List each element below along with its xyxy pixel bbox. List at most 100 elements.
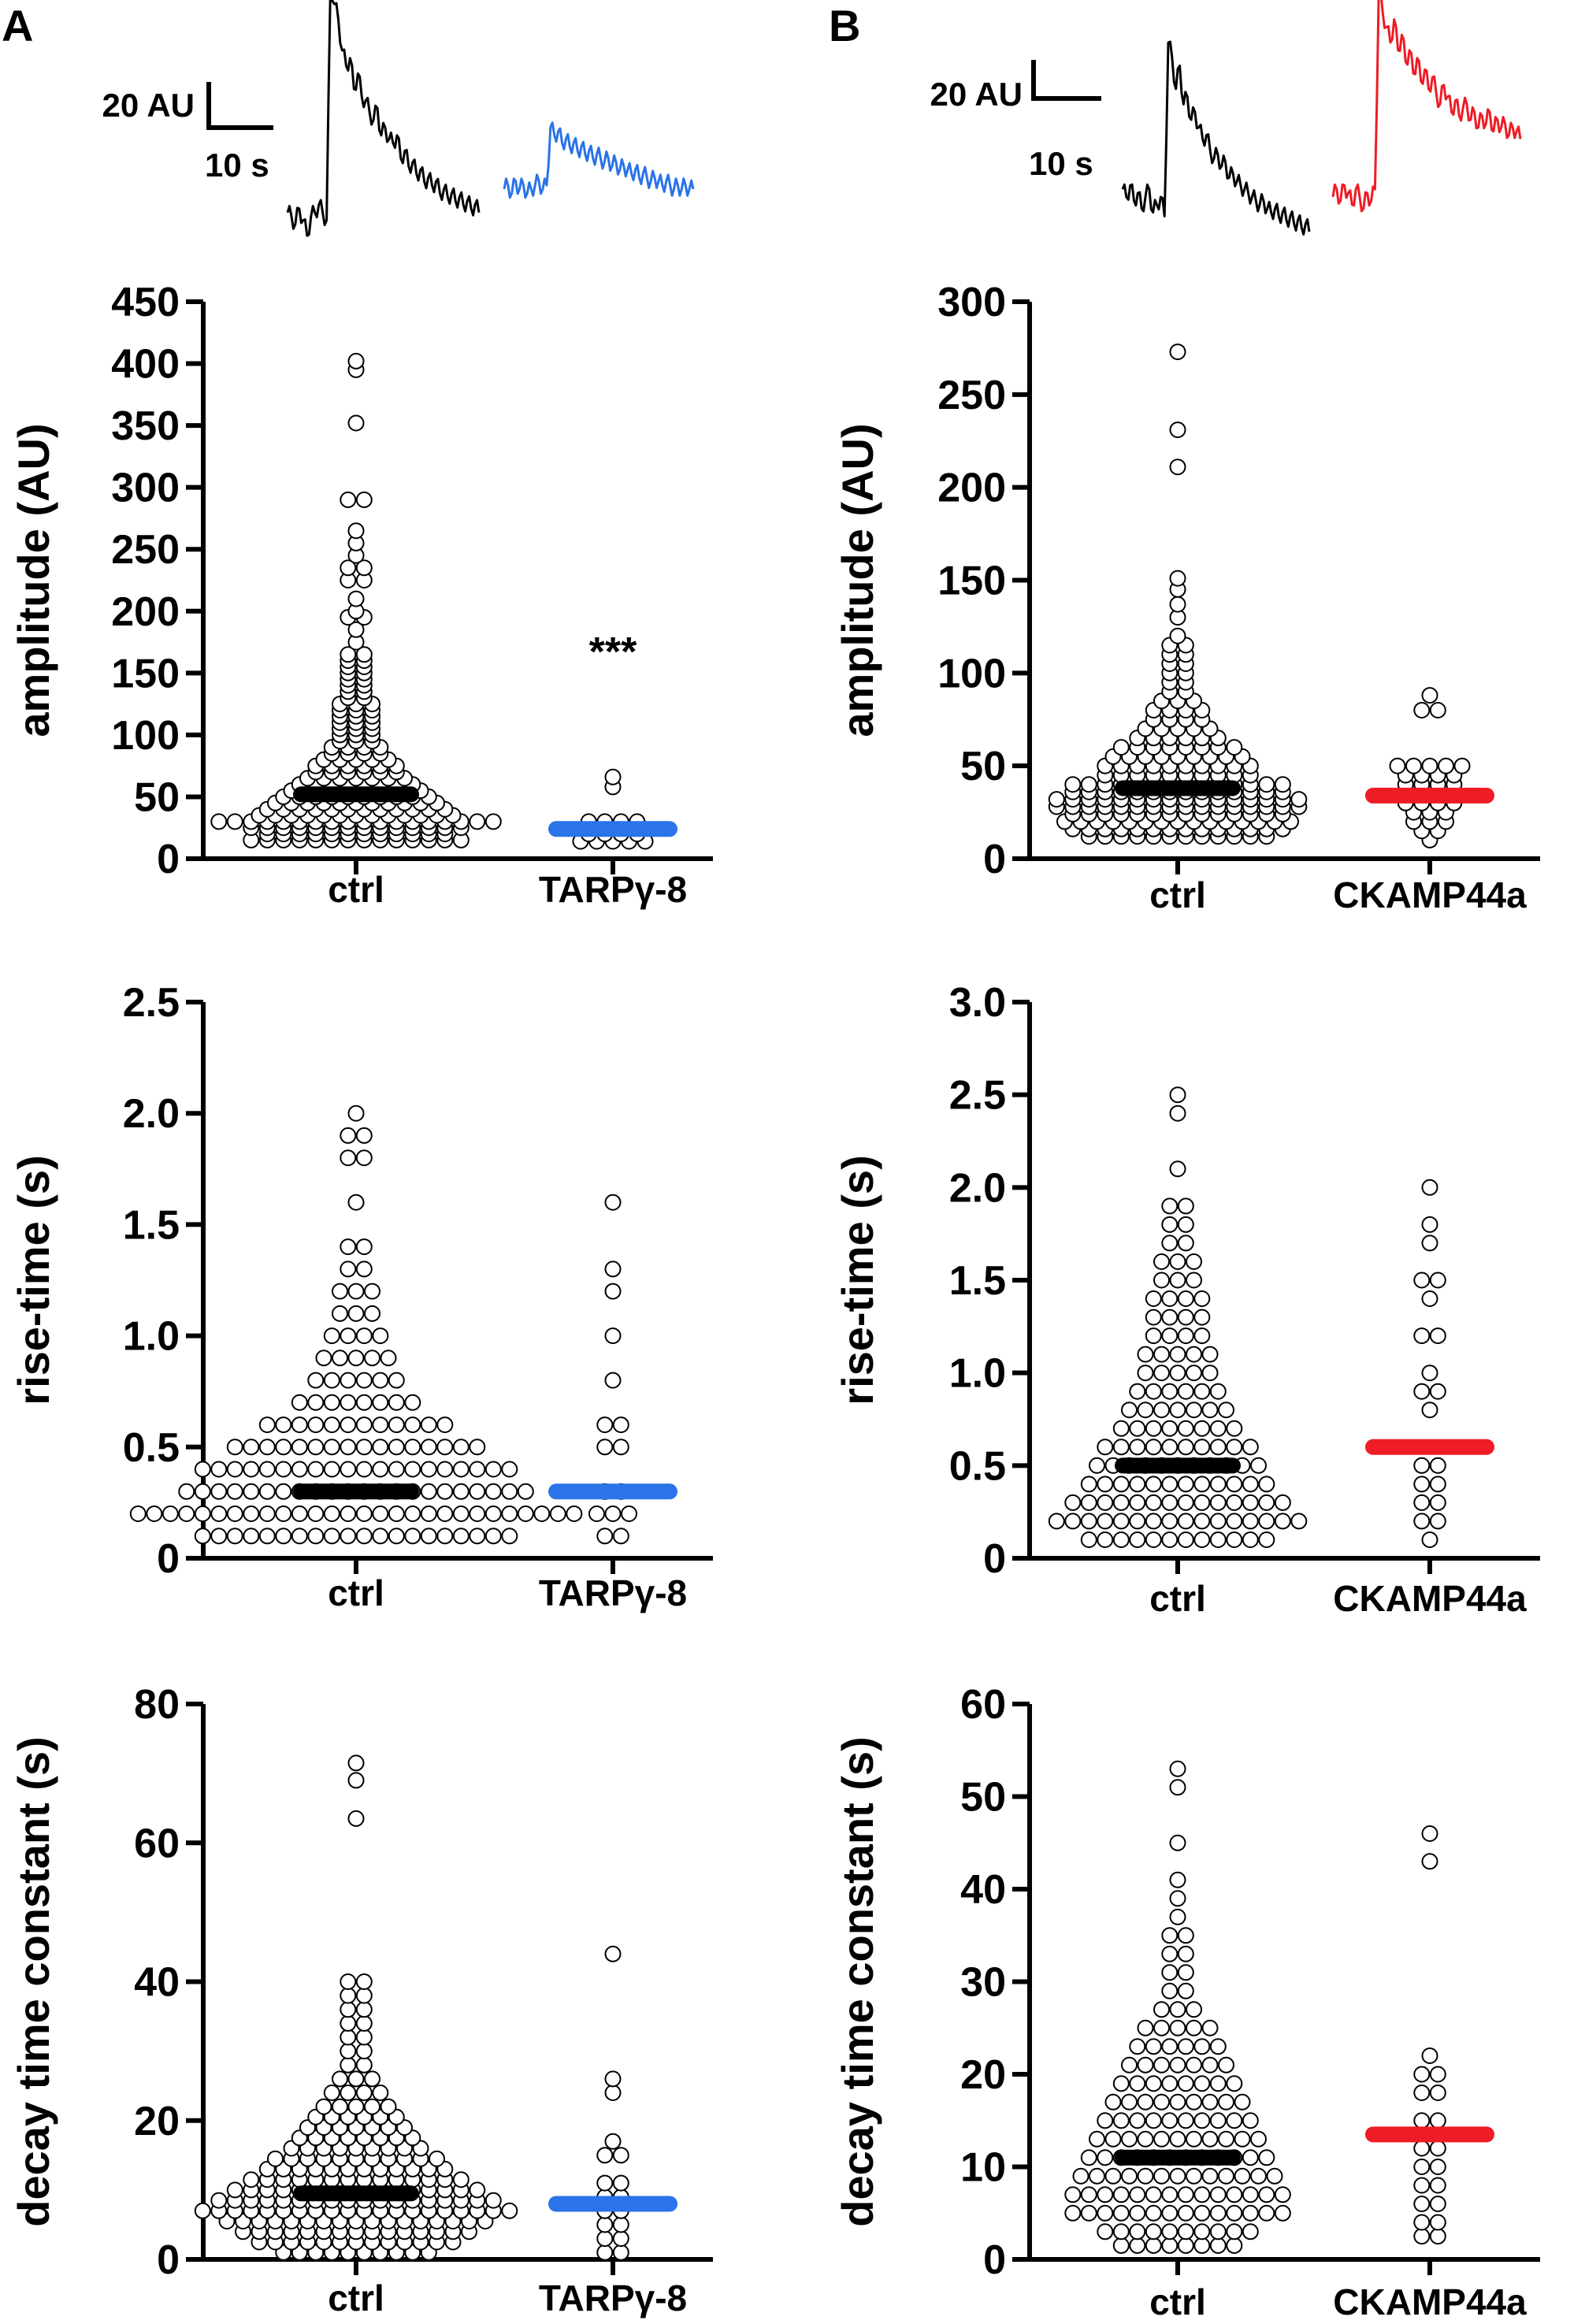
data-point bbox=[226, 1439, 243, 1456]
data-point bbox=[452, 2171, 470, 2188]
y-tick-label: 150 bbox=[937, 559, 1006, 604]
data-point bbox=[501, 1461, 518, 1478]
data-point bbox=[372, 1461, 389, 1478]
y-tick-label: 2.5 bbox=[949, 1073, 1006, 1119]
data-point bbox=[1405, 757, 1422, 774]
data-point bbox=[307, 1416, 325, 1434]
data-point bbox=[1177, 2223, 1194, 2240]
data-point bbox=[1112, 2075, 1130, 2092]
data-point bbox=[372, 1416, 389, 1434]
data-point bbox=[1080, 2204, 1097, 2222]
data-point bbox=[1209, 2075, 1227, 2092]
scale-bar-a-x-label: 10 s bbox=[205, 147, 269, 184]
y-axis-label: rise-time (s) bbox=[833, 1155, 882, 1405]
data-point bbox=[347, 1772, 365, 1789]
data-point bbox=[1169, 2130, 1186, 2148]
data-point bbox=[1145, 2112, 1162, 2129]
data-point bbox=[1153, 2093, 1170, 2111]
data-point bbox=[1421, 2047, 1438, 2064]
data-point bbox=[1413, 2066, 1431, 2083]
data-point bbox=[291, 1416, 308, 1434]
data-point bbox=[1209, 1531, 1227, 1548]
data-point bbox=[1186, 1364, 1202, 1382]
y-tick-label: 250 bbox=[111, 527, 180, 573]
data-point bbox=[1193, 2186, 1211, 2203]
data-point bbox=[1161, 1927, 1179, 1944]
data-point bbox=[1064, 1494, 1082, 1511]
data-point bbox=[604, 2085, 622, 2101]
data-point bbox=[1193, 2112, 1211, 2129]
scale-bar-a: 20 AU 10 s bbox=[102, 82, 273, 184]
data-point bbox=[1161, 1309, 1179, 1326]
data-point bbox=[1242, 1476, 1259, 1493]
data-point bbox=[596, 1416, 614, 1434]
data-point bbox=[355, 1987, 373, 2004]
data-point bbox=[1089, 2167, 1105, 2185]
data-point bbox=[1161, 1964, 1179, 1981]
y-tick-label: 400 bbox=[111, 342, 180, 388]
data-point bbox=[355, 2043, 373, 2060]
data-point bbox=[1250, 2167, 1267, 2185]
data-point bbox=[340, 1149, 357, 1167]
data-point bbox=[1234, 2167, 1251, 2185]
data-point bbox=[210, 1461, 228, 1478]
data-point bbox=[347, 621, 365, 638]
data-point bbox=[1112, 2186, 1130, 2203]
data-point bbox=[612, 2174, 629, 2192]
data-point bbox=[307, 1394, 325, 1411]
group-ctrl bbox=[210, 352, 502, 848]
data-point bbox=[1169, 1401, 1186, 1419]
data-point bbox=[1169, 1104, 1186, 1122]
data-point bbox=[1226, 1513, 1243, 1530]
data-point bbox=[1242, 2112, 1259, 2129]
data-point bbox=[1177, 1927, 1194, 1944]
data-point bbox=[1112, 1494, 1130, 1511]
data-point bbox=[452, 1505, 470, 1522]
data-point bbox=[1389, 757, 1406, 774]
data-point bbox=[1177, 2237, 1194, 2254]
data-point bbox=[1421, 1364, 1438, 1382]
data-point bbox=[332, 2098, 348, 2115]
data-point bbox=[1226, 2075, 1243, 2092]
data-point bbox=[1266, 2167, 1283, 2185]
data-point bbox=[1242, 2204, 1259, 2222]
data-point bbox=[404, 1505, 421, 1522]
data-point bbox=[355, 1372, 373, 1389]
chart-b-amplitude-au: 0 50 100 150 200 250 300 ctrl CKAMP44a amplitude … bbox=[833, 280, 1540, 915]
data-point bbox=[1177, 1964, 1194, 1981]
data-point bbox=[604, 2133, 622, 2150]
data-point bbox=[1226, 2112, 1243, 2129]
data-point bbox=[1218, 1401, 1234, 1419]
data-point bbox=[323, 1439, 340, 1456]
data-point bbox=[1145, 2038, 1162, 2055]
data-point bbox=[1169, 570, 1186, 587]
data-point bbox=[1177, 1476, 1194, 1493]
data-point bbox=[146, 1505, 163, 1522]
data-point bbox=[1186, 2019, 1202, 2036]
data-point bbox=[1226, 2186, 1243, 2203]
data-point bbox=[1421, 1853, 1438, 1870]
data-point bbox=[1169, 2167, 1186, 2185]
data-point bbox=[1129, 2075, 1146, 2092]
data-point bbox=[1145, 1383, 1162, 1400]
data-point bbox=[1193, 1290, 1211, 1307]
data-point bbox=[1145, 2075, 1162, 2092]
data-point bbox=[355, 1461, 373, 1478]
data-point bbox=[1421, 1531, 1438, 1548]
y-tick-label: 1.5 bbox=[123, 1202, 180, 1248]
data-point bbox=[1209, 1420, 1227, 1437]
data-point bbox=[1413, 1494, 1431, 1511]
data-point bbox=[1064, 2186, 1082, 2203]
data-point bbox=[1290, 1513, 1308, 1530]
x-tick-label: TARPγ-8 bbox=[539, 1572, 687, 1613]
data-point bbox=[1137, 2056, 1154, 2073]
data-point bbox=[1129, 1420, 1146, 1437]
data-point bbox=[380, 2098, 397, 2115]
chart-b-decay-time-constant-s: 0 10 20 30 40 50 60 ctrl CKAMP44a decay time cons… bbox=[833, 1682, 1540, 2322]
data-point bbox=[1193, 1476, 1211, 1493]
data-point bbox=[1193, 1494, 1211, 1511]
data-point bbox=[340, 1238, 357, 1256]
data-point bbox=[612, 2244, 629, 2261]
y-tick-label: 60 bbox=[134, 1821, 180, 1866]
data-point bbox=[1161, 1439, 1179, 1456]
